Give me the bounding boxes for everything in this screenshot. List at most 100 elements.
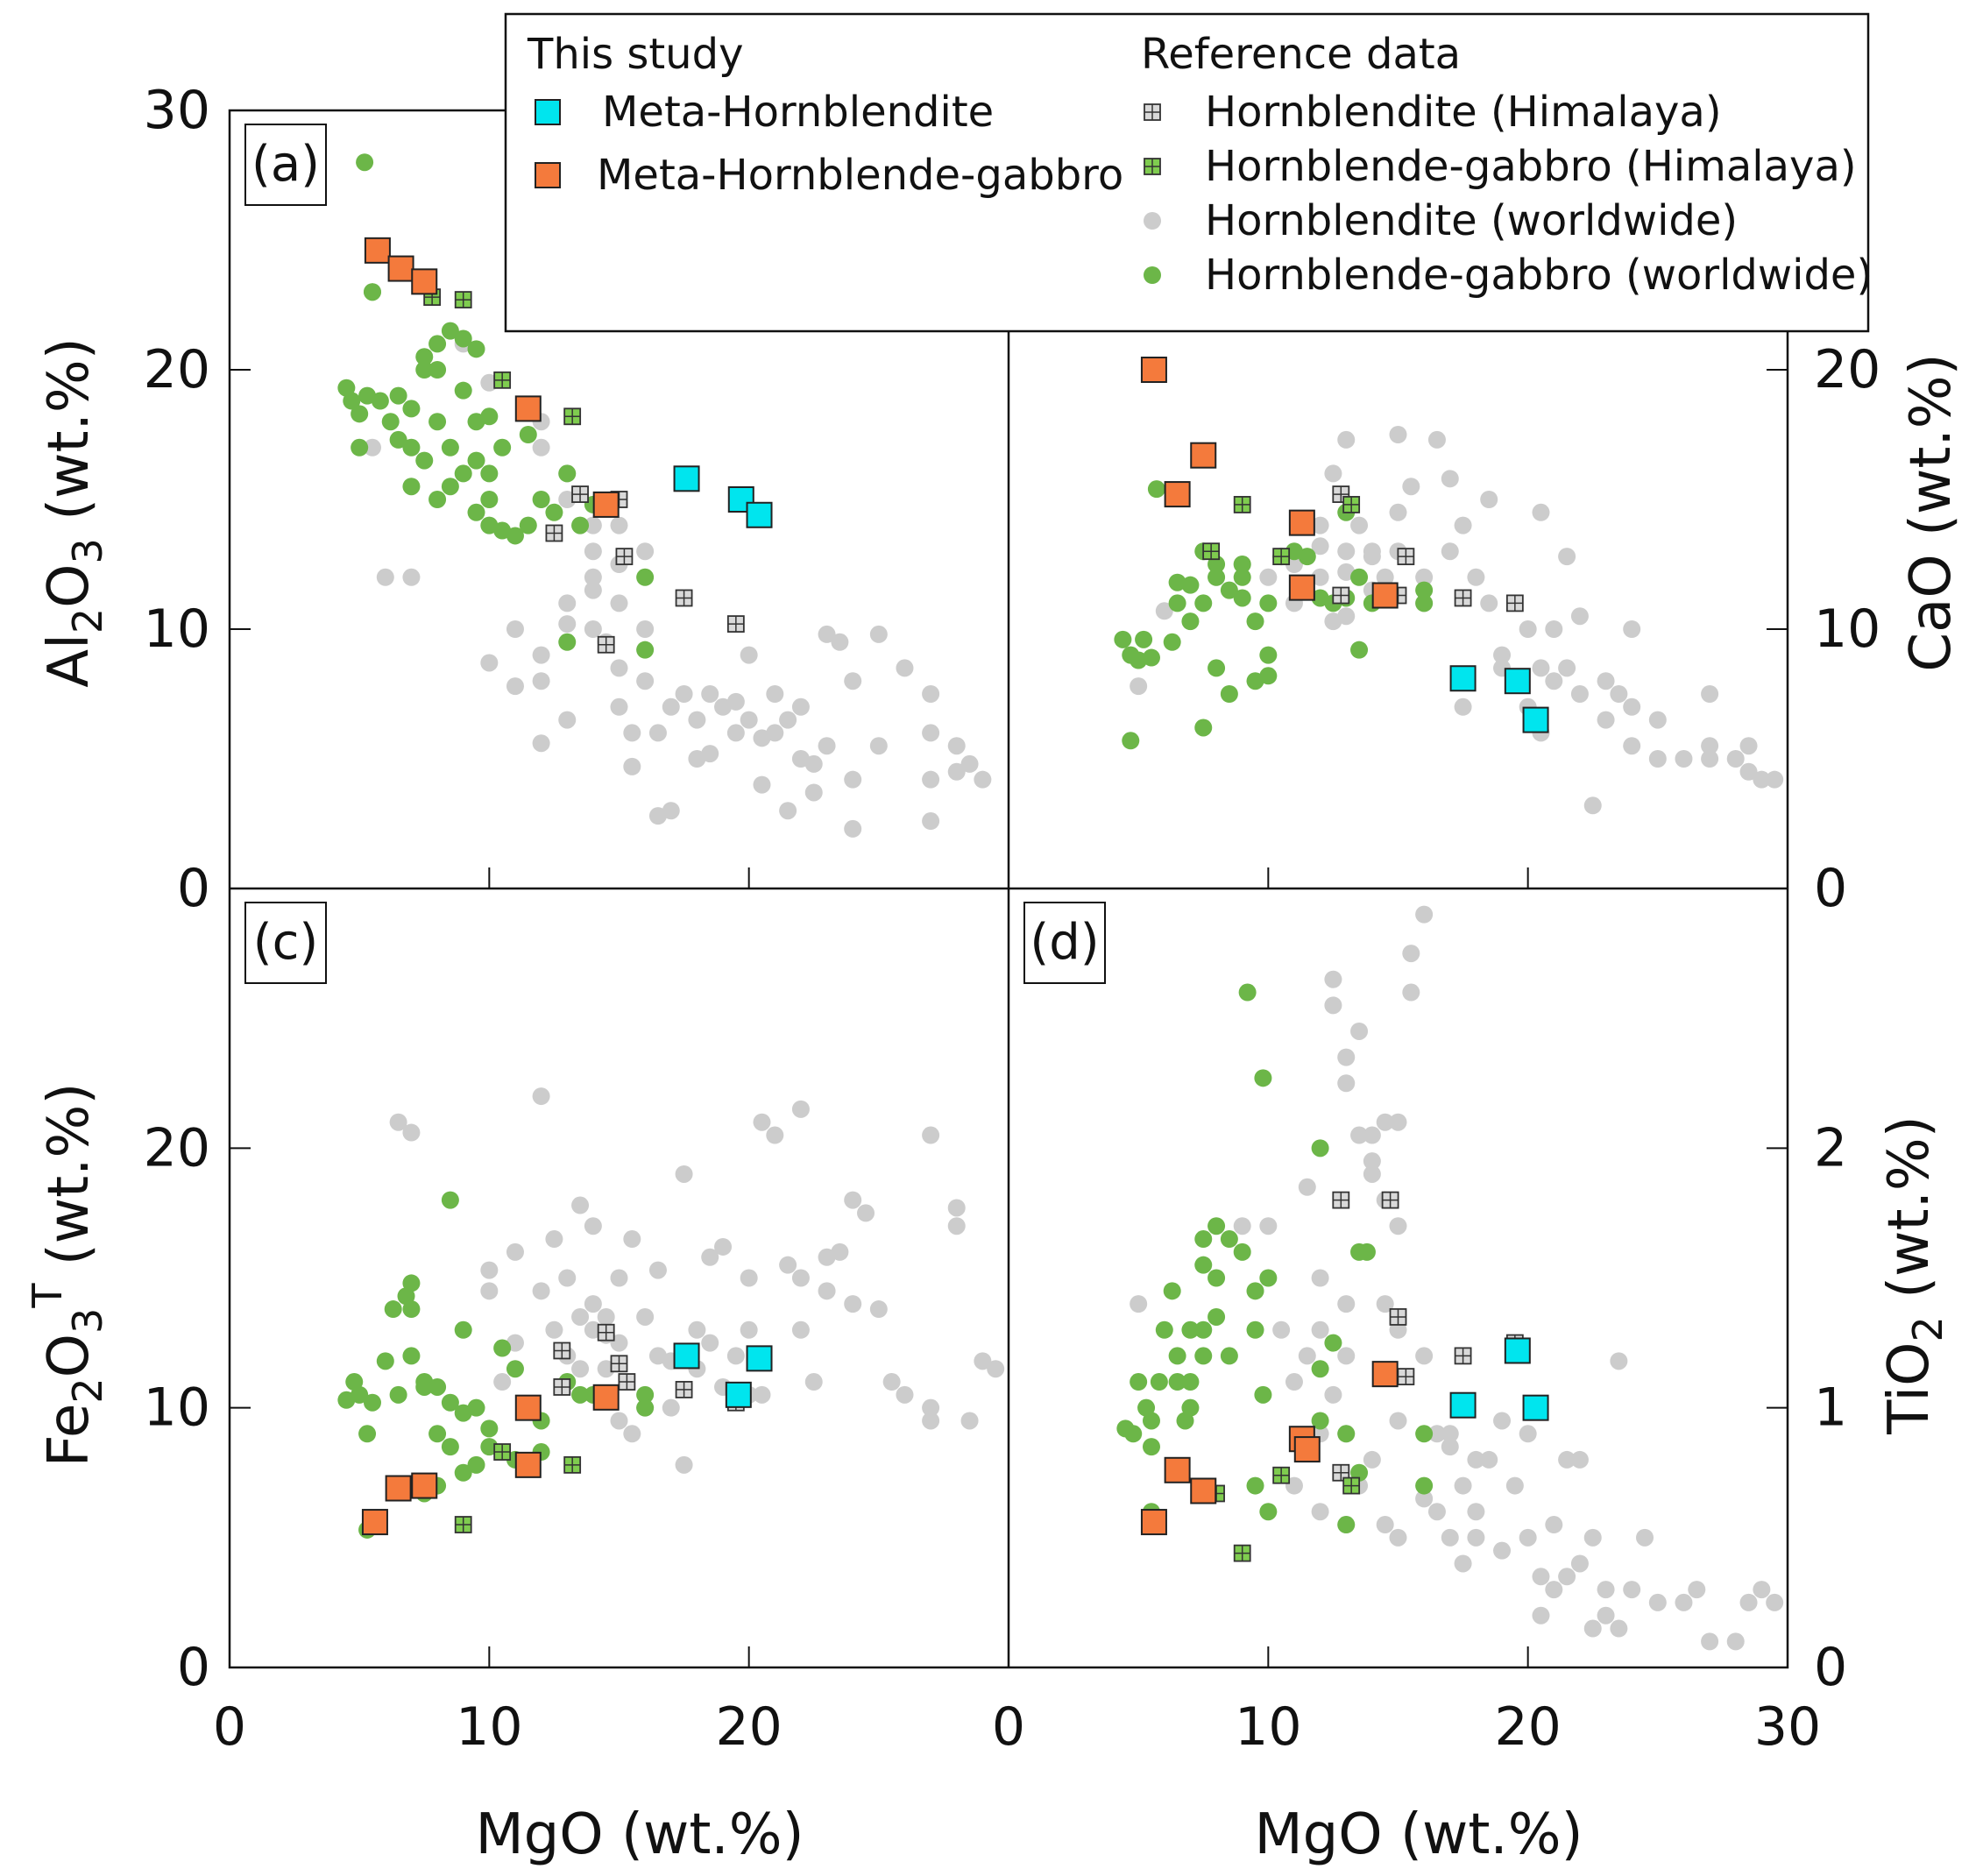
point-hornblendite-worldwide-13 [584,620,602,638]
point-hornblendite-worldwide-71 [636,542,655,561]
point-hornblende-gabbro-himalaya-1 [1233,496,1251,513]
point-hornblendite-worldwide-1 [1233,1217,1251,1235]
point-meta-hornblende-gabbro-2 [1190,1477,1217,1504]
point-hornblendite-worldwide-39 [831,1242,849,1261]
point-hornblendite-worldwide-0 [389,1113,407,1131]
point-meta-hornblende-gabbro-1 [1164,1456,1191,1483]
point-hornblendite-worldwide-12 [1337,1074,1356,1093]
point-meta-hornblende-gabbro-2 [411,268,438,295]
point-hornblende-gabbro-himalaya-0 [1202,542,1221,561]
point-hornblendite-worldwide-27 [1480,491,1498,508]
panels: (a)0102030(b)01020(c)0102001020(d)012010… [144,80,1881,1758]
point-hornblendite-worldwide-69 [610,516,628,534]
point-hornblendite-worldwide-28 [1480,594,1498,612]
point-hornblende-gabbro-worldwide-36 [519,516,537,534]
point-hornblende-gabbro-worldwide-24 [1259,646,1278,664]
point-meta-hornblendite-0 [1449,665,1477,692]
point-meta-hornblendite-2 [1522,1394,1549,1421]
point-meta-hornblendite-0 [673,465,700,492]
point-hornblendite-worldwide-15 [623,1230,641,1249]
point-hornblende-gabbro-worldwide-45 [636,641,655,659]
x-tick-label: 0 [992,1696,1025,1758]
point-hornblendite-worldwide-32 [1415,1490,1434,1508]
point-hornblendite-worldwide-54 [1701,737,1719,755]
point-hornblende-gabbro-worldwide-15 [1208,659,1226,677]
point-hornblendite-worldwide-10 [1324,996,1342,1015]
point-hornblende-gabbro-worldwide-16 [428,1425,447,1443]
legend-label: Hornblendite (Himalaya) [1205,88,1722,137]
point-hornblendite-worldwide-18 [648,1261,667,1279]
point-hornblende-gabbro-worldwide-10 [351,438,369,457]
point-hornblendite-worldwide-60 [610,1412,628,1430]
legend-marker-hornblendite-worldwide [1144,212,1161,230]
point-hornblende-gabbro-worldwide-40 [571,516,590,534]
point-hornblendite-worldwide-14 [584,568,602,586]
point-hornblende-gabbro-worldwide-28 [506,1360,524,1378]
point-hornblendite-worldwide-38 [753,775,771,794]
point-hornblende-gabbro-worldwide-31 [1259,1503,1278,1521]
point-hornblendite-worldwide-8 [506,620,524,638]
point-hornblende-gabbro-worldwide-7 [384,1300,402,1319]
point-hornblendite-worldwide-39 [766,724,784,742]
point-meta-hornblende-gabbro-5 [592,1384,620,1411]
point-hornblendite-worldwide-51 [844,770,862,789]
point-hornblendite-worldwide-21 [1427,430,1446,449]
point-hornblendite-worldwide-49 [1623,737,1641,755]
point-hornblendite-worldwide-43 [791,697,810,716]
axis-titles: MgO (wt.%) MgO (wt.%) Al2O3 (wt.%) Fe2O3… [24,337,1964,1867]
x-tick-label: 20 [1494,1696,1561,1758]
point-hornblendite-worldwide-67 [623,1425,641,1443]
point-hornblendite-worldwide-26 [662,697,680,716]
point-hornblende-gabbro-worldwide-19 [415,361,434,379]
point-hornblende-gabbro-worldwide-6 [1142,1412,1160,1430]
point-hornblendite-worldwide-30 [701,745,719,763]
point-hornblende-gabbro-worldwide-14 [1181,1373,1200,1391]
point-hornblendite-himalaya-2 [545,524,563,542]
x-tick-label: 20 [715,1696,782,1758]
legend-item-hornblendite-himalaya: Hornblendite (Himalaya) [1144,88,1722,137]
point-hornblende-gabbro-worldwide-40 [1357,1242,1376,1261]
point-hornblende-gabbro-worldwide-19 [1194,1347,1213,1365]
point-hornblende-gabbro-worldwide-23 [454,1463,472,1482]
point-hornblendite-worldwide-40 [1480,1450,1498,1469]
point-hornblendite-worldwide-42 [779,802,797,820]
point-meta-hornblende-gabbro-2 [1190,442,1217,469]
y-axis-title-tio2: TiO2 (wt.%) [1877,1115,1951,1434]
point-hornblendite-worldwide-47 [818,625,836,643]
point-hornblendite-worldwide-61 [1311,537,1329,556]
point-hornblendite-himalaya-3 [1397,1368,1415,1386]
point-hornblendite-worldwide-25 [662,802,680,820]
y-axis-title-al2o3: Al2O3 (wt.%) [37,337,111,687]
point-hornblendite-worldwide-45 [896,1385,914,1404]
point-hornblende-gabbro-worldwide-16 [441,438,459,457]
point-hornblendite-worldwide-51 [960,1412,979,1430]
point-hornblendite-worldwide-34 [1441,1438,1459,1456]
point-meta-hornblende-gabbro-5 [1371,582,1399,609]
point-hornblendite-himalaya-0 [1332,1191,1350,1209]
point-hornblendite-worldwide-0 [363,438,381,457]
point-hornblendite-worldwide-14 [1376,568,1394,586]
point-hornblendite-worldwide-30 [753,1113,771,1131]
point-hornblendite-worldwide-43 [869,1300,888,1319]
point-hornblendite-worldwide-11 [1337,1048,1356,1066]
point-hornblende-gabbro-worldwide-25 [1233,1242,1251,1261]
point-hornblende-gabbro-worldwide-22 [1246,612,1264,631]
point-hornblende-gabbro-worldwide-21 [1208,1269,1226,1287]
panel-label-text: (a) [251,136,320,193]
point-hornblendite-worldwide-51 [1648,711,1667,729]
point-hornblendite-worldwide-2 [532,1087,550,1106]
point-hornblende-gabbro-worldwide-12 [402,1347,421,1365]
point-hornblende-gabbro-worldwide-35 [506,527,524,545]
point-hornblendite-worldwide-35 [1441,1528,1459,1547]
point-hornblende-gabbro-worldwide-19 [1233,556,1251,573]
point-hornblende-gabbro-himalaya-3 [1342,1476,1361,1495]
point-hornblendite-worldwide-48 [1623,697,1641,716]
point-hornblende-gabbro-worldwide-17 [1220,685,1238,703]
point-hornblendite-worldwide-67 [584,516,602,534]
point-hornblende-gabbro-worldwide-12 [402,400,421,418]
point-hornblendite-worldwide-29 [1493,646,1512,664]
point-hornblendite-worldwide-38 [1545,672,1563,690]
point-hornblende-gabbro-worldwide-4 [1142,648,1160,667]
point-hornblende-gabbro-worldwide-3 [358,1425,377,1443]
